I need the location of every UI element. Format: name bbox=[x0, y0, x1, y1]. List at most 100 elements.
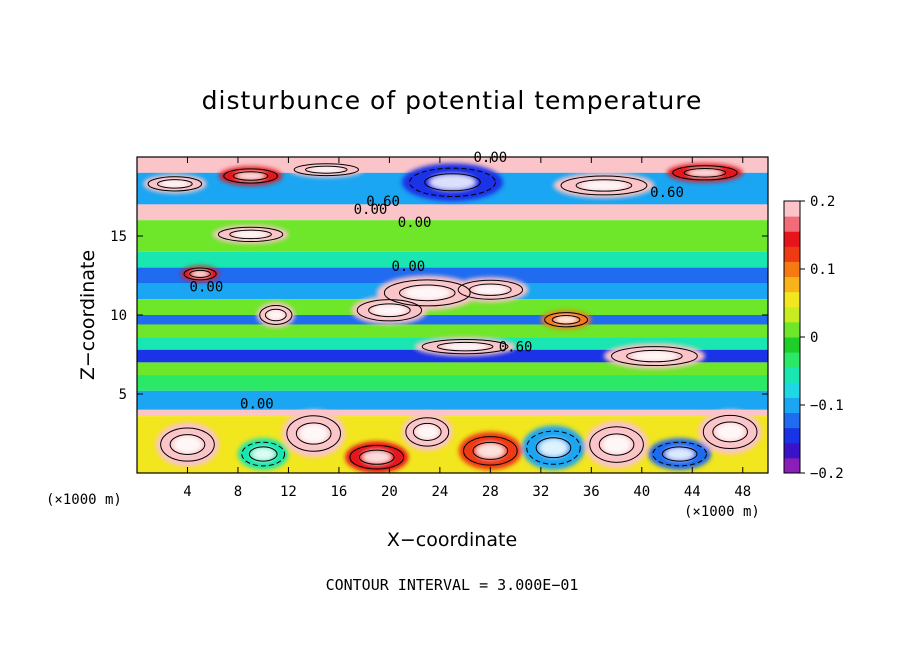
contour-line bbox=[544, 312, 589, 328]
y-tick-label: 5 bbox=[119, 387, 127, 403]
contour-line bbox=[661, 446, 698, 462]
colorbar-segment bbox=[784, 231, 800, 247]
anomaly-core bbox=[715, 423, 745, 441]
anomaly-core bbox=[687, 169, 722, 177]
colorbar-segment bbox=[784, 457, 800, 474]
plot-area bbox=[137, 157, 768, 473]
contour-line bbox=[469, 283, 512, 296]
contour-label: 0.00 bbox=[474, 150, 508, 166]
contour-line bbox=[349, 444, 405, 470]
colorbar-segment bbox=[784, 291, 800, 308]
contour-line bbox=[560, 175, 648, 196]
contour-label: 0.00 bbox=[354, 202, 388, 218]
anomaly-core bbox=[173, 435, 202, 454]
contour-label: 0.00 bbox=[391, 259, 425, 275]
x-tick-label: 8 bbox=[234, 484, 242, 500]
contour-line bbox=[286, 415, 341, 452]
x-tick-label: 28 bbox=[482, 484, 499, 500]
contour-line bbox=[383, 279, 471, 307]
colorbar-segment bbox=[784, 306, 800, 323]
contour-line bbox=[189, 269, 212, 278]
anomaly-core bbox=[554, 315, 578, 324]
colorbar-segment bbox=[784, 367, 800, 383]
anomaly-core bbox=[581, 180, 627, 191]
contour-line bbox=[229, 229, 272, 240]
x-tick-label: 40 bbox=[633, 484, 650, 500]
x-tick-label: 44 bbox=[684, 484, 701, 500]
anomaly-core bbox=[665, 447, 694, 461]
colorbar-segment bbox=[784, 246, 800, 262]
contour-line bbox=[683, 168, 727, 178]
y-axis-label: Z−coordinate bbox=[77, 250, 99, 380]
colorbar-tick-label: −0.1 bbox=[810, 398, 844, 414]
anomaly-core bbox=[236, 172, 265, 180]
contour-line bbox=[169, 434, 206, 456]
contour-line bbox=[264, 308, 287, 322]
anomaly-core bbox=[404, 285, 450, 300]
anomaly-core bbox=[476, 443, 505, 459]
x-tick-label: 4 bbox=[183, 484, 191, 500]
anomaly-core bbox=[267, 309, 285, 321]
contour-line bbox=[157, 179, 193, 189]
contour-label: 0.60 bbox=[499, 340, 533, 356]
anomaly-core bbox=[429, 174, 476, 190]
contour-interval-note: CONTOUR INTERVAL = 3.000E−01 bbox=[325, 576, 579, 594]
anomaly-core bbox=[539, 438, 568, 457]
contour-line bbox=[611, 346, 698, 367]
band-cell bbox=[137, 251, 768, 268]
contour-line bbox=[626, 349, 683, 363]
color-bands bbox=[137, 157, 768, 473]
colorbar-segment bbox=[784, 397, 800, 414]
contour-line bbox=[409, 167, 496, 197]
x-tick-label: 48 bbox=[734, 484, 751, 500]
x-tick-label: 16 bbox=[330, 484, 347, 500]
contour-line bbox=[702, 414, 758, 450]
contour-line bbox=[551, 314, 581, 325]
band-cell bbox=[137, 267, 768, 284]
x-tick-label: 24 bbox=[431, 484, 448, 500]
contour-line bbox=[672, 165, 738, 181]
contour-line bbox=[259, 305, 293, 325]
anomaly-core bbox=[160, 180, 190, 188]
band-cell bbox=[137, 236, 768, 252]
colorbar-tick-label: 0.2 bbox=[810, 194, 835, 210]
anomaly-core bbox=[602, 435, 631, 455]
contour-label: 0.60 bbox=[650, 185, 684, 201]
colorbar-segment bbox=[784, 261, 800, 278]
anomaly-core bbox=[442, 342, 488, 351]
contour-line bbox=[217, 226, 284, 243]
colorbar-tick-label: 0.1 bbox=[810, 262, 835, 278]
contour-label: 0.60 bbox=[366, 194, 400, 210]
contour-label: 0.00 bbox=[398, 215, 432, 231]
colorbar-tick-label: 0 bbox=[810, 330, 818, 346]
anomaly-core bbox=[299, 424, 328, 443]
contour-line bbox=[147, 176, 203, 192]
contour-line bbox=[472, 441, 509, 460]
contour-line bbox=[398, 284, 456, 302]
anomaly-core bbox=[473, 284, 508, 295]
colorbar-segment bbox=[784, 442, 800, 459]
colorbar-segment bbox=[784, 412, 800, 429]
colorbar-segment bbox=[784, 201, 800, 217]
anomaly-core bbox=[415, 424, 439, 440]
y-tick-label: 15 bbox=[110, 229, 127, 245]
contour-line bbox=[160, 427, 215, 462]
anomaly-core bbox=[309, 166, 344, 173]
contour-labels: 0.000.600.000.000.600.000.000.600.00 bbox=[190, 150, 684, 412]
contour-line bbox=[304, 165, 348, 174]
band-cell bbox=[137, 324, 768, 338]
band-cell bbox=[137, 204, 768, 221]
contour-line bbox=[356, 299, 423, 322]
band-cell bbox=[137, 375, 768, 391]
x-axis-label: X−coordinate bbox=[387, 529, 517, 551]
colorbar-tick-label: −0.2 bbox=[810, 466, 844, 482]
x-axis: 4 8 12 16 20 24 28 32 36 40 44 48 bbox=[183, 157, 751, 500]
colorbar-segment bbox=[784, 337, 800, 353]
band-cell bbox=[137, 220, 768, 236]
contour-line bbox=[589, 426, 644, 463]
contour-label: 0.00 bbox=[240, 396, 274, 412]
contour-line bbox=[293, 163, 359, 177]
anomaly-core bbox=[191, 270, 209, 278]
contour-line bbox=[457, 279, 524, 300]
